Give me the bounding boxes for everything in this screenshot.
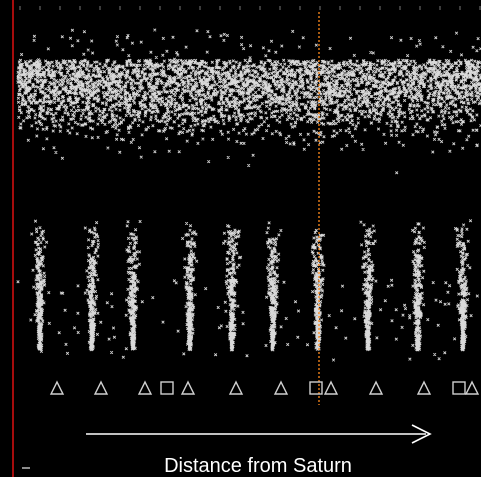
- triangle-marker: [323, 380, 339, 395]
- triangle-marker: [273, 380, 289, 395]
- triangle-marker: [416, 380, 432, 395]
- event-markers: [49, 380, 480, 395]
- square-marker: [160, 381, 174, 395]
- triangle-marker: [368, 380, 384, 395]
- direction-arrow: [86, 424, 432, 444]
- data-points: [16, 28, 481, 362]
- triangle-marker: [180, 380, 196, 395]
- triangle-marker: [93, 380, 109, 395]
- triangle-marker: [464, 380, 480, 395]
- scatter-points: [16, 28, 481, 362]
- triangle-marker: [137, 380, 153, 395]
- top-ticks: [19, 6, 481, 10]
- square-marker: [309, 381, 323, 395]
- x-axis-label: Distance from Saturn: [164, 455, 352, 477]
- triangle-marker: [228, 380, 244, 395]
- square-marker: [452, 381, 466, 395]
- triangle-marker: [49, 380, 65, 395]
